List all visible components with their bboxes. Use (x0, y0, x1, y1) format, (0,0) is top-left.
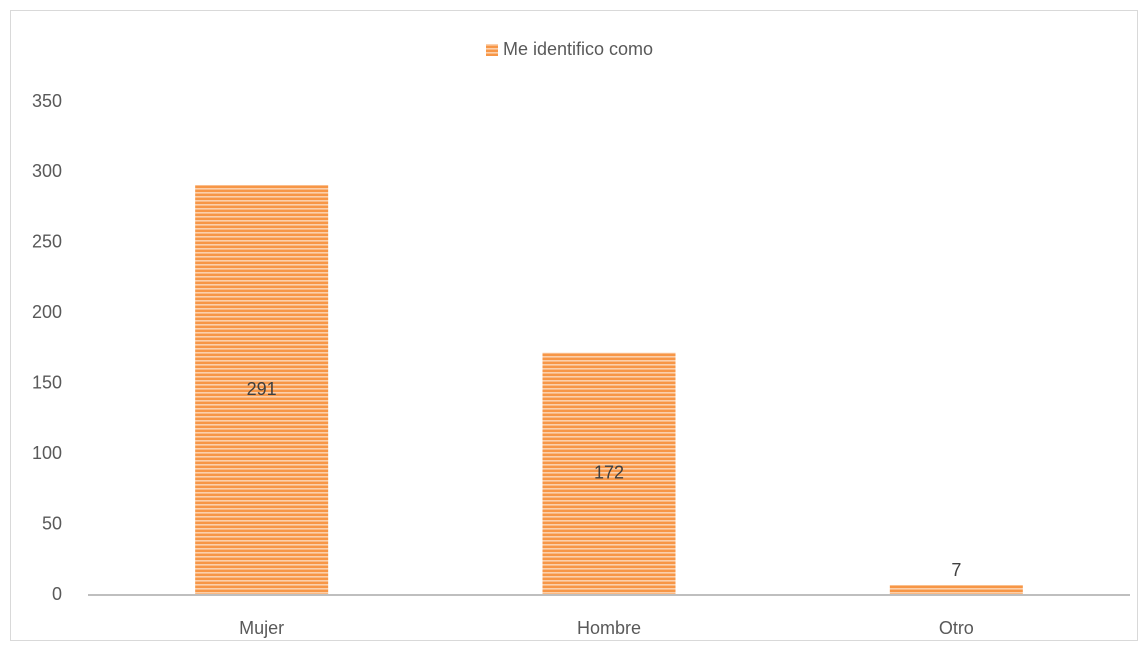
y-tick-label: 200 (32, 302, 62, 322)
data-label: 172 (594, 463, 624, 483)
y-tick-label: 150 (32, 372, 62, 392)
bar (889, 585, 1023, 595)
x-tick-label: Mujer (239, 618, 284, 638)
y-tick-label: 0 (52, 584, 62, 604)
x-tick-label: Hombre (577, 618, 641, 638)
x-tick-label: Otro (939, 618, 974, 638)
data-label: 7 (951, 560, 961, 580)
bar (542, 352, 676, 595)
y-tick-label: 50 (42, 513, 62, 533)
legend-label: Me identifico como (503, 39, 653, 59)
data-label: 291 (247, 379, 277, 399)
y-tick-label: 300 (32, 161, 62, 181)
y-tick-label: 250 (32, 232, 62, 252)
y-tick-label: 350 (32, 91, 62, 111)
y-tick-label: 100 (32, 443, 62, 463)
bar (195, 185, 329, 595)
legend-swatch (486, 44, 498, 56)
